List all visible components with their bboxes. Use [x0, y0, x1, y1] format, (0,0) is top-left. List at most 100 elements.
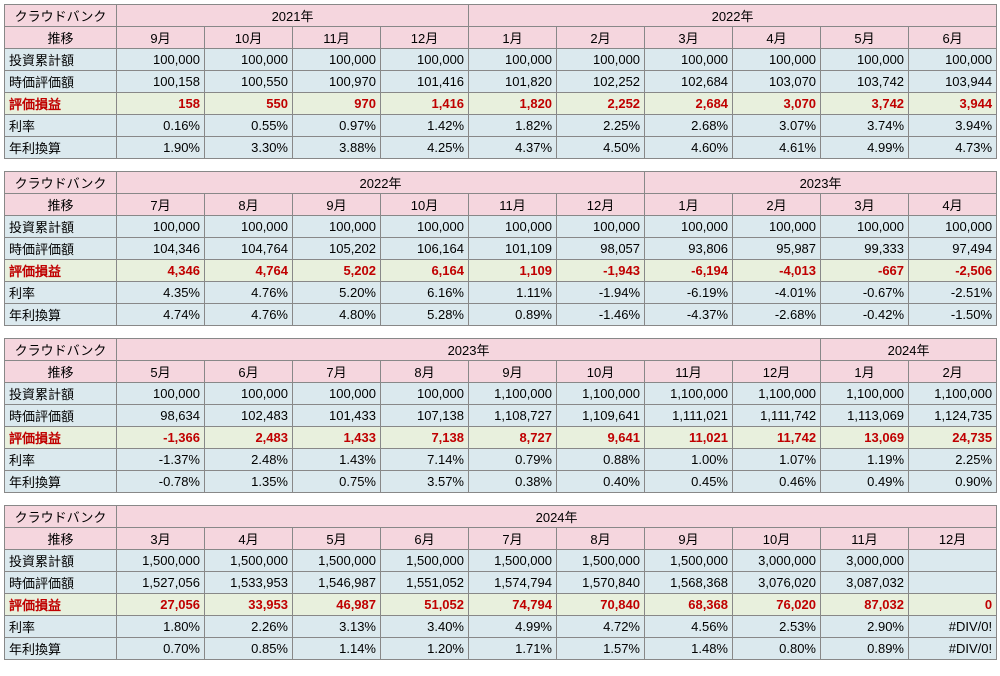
- year-header: 2024年: [117, 506, 997, 528]
- data-cell: 100,000: [293, 383, 381, 405]
- data-cell: -1.94%: [557, 282, 645, 304]
- table-row: 年利換算1.90%3.30%3.88%4.25%4.37%4.50%4.60%4…: [5, 137, 997, 159]
- data-cell: -4,013: [733, 260, 821, 282]
- data-cell: 74,794: [469, 594, 557, 616]
- data-cell: 2.53%: [733, 616, 821, 638]
- table-title-top: クラウドバンク: [5, 339, 117, 361]
- data-cell: 5.20%: [293, 282, 381, 304]
- row-label: 評価損益: [5, 427, 117, 449]
- month-header: 6月: [909, 27, 997, 49]
- data-cell: 1,109,641: [557, 405, 645, 427]
- data-cell: 100,000: [909, 216, 997, 238]
- data-cell: 103,070: [733, 71, 821, 93]
- data-cell: 6.16%: [381, 282, 469, 304]
- data-cell: 1,416: [381, 93, 469, 115]
- data-cell: 100,000: [381, 49, 469, 71]
- data-cell: 1,100,000: [733, 383, 821, 405]
- data-cell: 1,551,052: [381, 572, 469, 594]
- data-cell: 100,000: [469, 49, 557, 71]
- table-row: 投資累計額100,000100,000100,000100,000100,000…: [5, 216, 997, 238]
- data-cell: 4.99%: [821, 137, 909, 159]
- month-header: 6月: [381, 528, 469, 550]
- data-cell: 98,634: [117, 405, 205, 427]
- data-cell: 7.14%: [381, 449, 469, 471]
- data-cell: 3.13%: [293, 616, 381, 638]
- data-cell: 100,550: [205, 71, 293, 93]
- data-cell: 6,164: [381, 260, 469, 282]
- month-header: 11月: [821, 528, 909, 550]
- month-header: 9月: [293, 194, 381, 216]
- month-header: 5月: [117, 361, 205, 383]
- data-cell: 101,433: [293, 405, 381, 427]
- data-cell: 1,100,000: [821, 383, 909, 405]
- table-title-bottom: 推移: [5, 361, 117, 383]
- month-header: 4月: [909, 194, 997, 216]
- month-header: 10月: [381, 194, 469, 216]
- data-cell: 0.38%: [469, 471, 557, 493]
- table-title-bottom: 推移: [5, 27, 117, 49]
- month-header: 4月: [733, 27, 821, 49]
- data-cell: 1.80%: [117, 616, 205, 638]
- data-cell: 100,000: [821, 49, 909, 71]
- data-cell: -1.46%: [557, 304, 645, 326]
- data-cell: -2.51%: [909, 282, 997, 304]
- row-label: 評価損益: [5, 93, 117, 115]
- data-cell: 97,494: [909, 238, 997, 260]
- row-label: 投資累計額: [5, 49, 117, 71]
- table-block: クラウドバンク2021年2022年推移9月10月11月12月1月2月3月4月5月…: [4, 4, 996, 159]
- data-cell: 1,527,056: [117, 572, 205, 594]
- data-cell: 4.50%: [557, 137, 645, 159]
- data-cell: [909, 572, 997, 594]
- month-header: 9月: [117, 27, 205, 49]
- table-row: 評価損益27,05633,95346,98751,05274,79470,840…: [5, 594, 997, 616]
- data-cell: 70,840: [557, 594, 645, 616]
- data-cell: 1,500,000: [117, 550, 205, 572]
- data-cell: 104,346: [117, 238, 205, 260]
- row-label: 年利換算: [5, 137, 117, 159]
- row-label: 利率: [5, 282, 117, 304]
- data-cell: 4,764: [205, 260, 293, 282]
- data-cell: 4.61%: [733, 137, 821, 159]
- data-cell: 11,021: [645, 427, 733, 449]
- year-header: 2022年: [117, 172, 645, 194]
- table-row: 時価評価額100,158100,550100,970101,416101,820…: [5, 71, 997, 93]
- data-cell: 1.11%: [469, 282, 557, 304]
- month-header: 3月: [645, 27, 733, 49]
- data-cell: 1,100,000: [469, 383, 557, 405]
- data-cell: 100,000: [733, 216, 821, 238]
- month-header: 3月: [821, 194, 909, 216]
- data-cell: 4.74%: [117, 304, 205, 326]
- month-header: 7月: [469, 528, 557, 550]
- year-header: 2021年: [117, 5, 469, 27]
- data-cell: 0.40%: [557, 471, 645, 493]
- data-cell: -1,943: [557, 260, 645, 282]
- month-header: 1月: [469, 27, 557, 49]
- data-cell: 1.00%: [645, 449, 733, 471]
- data-cell: 13,069: [821, 427, 909, 449]
- table-row: 時価評価額104,346104,764105,202106,164101,109…: [5, 238, 997, 260]
- data-cell: -0.42%: [821, 304, 909, 326]
- table-title-top: クラウドバンク: [5, 172, 117, 194]
- month-header: 9月: [469, 361, 557, 383]
- month-header: 2月: [909, 361, 997, 383]
- data-cell: 76,020: [733, 594, 821, 616]
- data-cell: 1,100,000: [909, 383, 997, 405]
- data-cell: 550: [205, 93, 293, 115]
- data-cell: 93,806: [645, 238, 733, 260]
- data-cell: 51,052: [381, 594, 469, 616]
- table-row: 評価損益4,3464,7645,2026,1641,109-1,943-6,19…: [5, 260, 997, 282]
- data-table: クラウドバンク2022年2023年推移7月8月9月10月11月12月1月2月3月…: [4, 171, 997, 326]
- data-cell: 0.55%: [205, 115, 293, 137]
- month-header: 7月: [293, 361, 381, 383]
- data-cell: 3.30%: [205, 137, 293, 159]
- data-cell: 3.40%: [381, 616, 469, 638]
- table-row: 評価損益-1,3662,4831,4337,1388,7279,64111,02…: [5, 427, 997, 449]
- table-block: クラウドバンク2023年2024年推移5月6月7月8月9月10月11月12月1月…: [4, 338, 996, 493]
- data-cell: 4.25%: [381, 137, 469, 159]
- row-label: 投資累計額: [5, 550, 117, 572]
- data-cell: 100,000: [645, 216, 733, 238]
- data-cell: 7,138: [381, 427, 469, 449]
- table-row: 年利換算4.74%4.76%4.80%5.28%0.89%-1.46%-4.37…: [5, 304, 997, 326]
- month-header: 10月: [733, 528, 821, 550]
- data-cell: 1,570,840: [557, 572, 645, 594]
